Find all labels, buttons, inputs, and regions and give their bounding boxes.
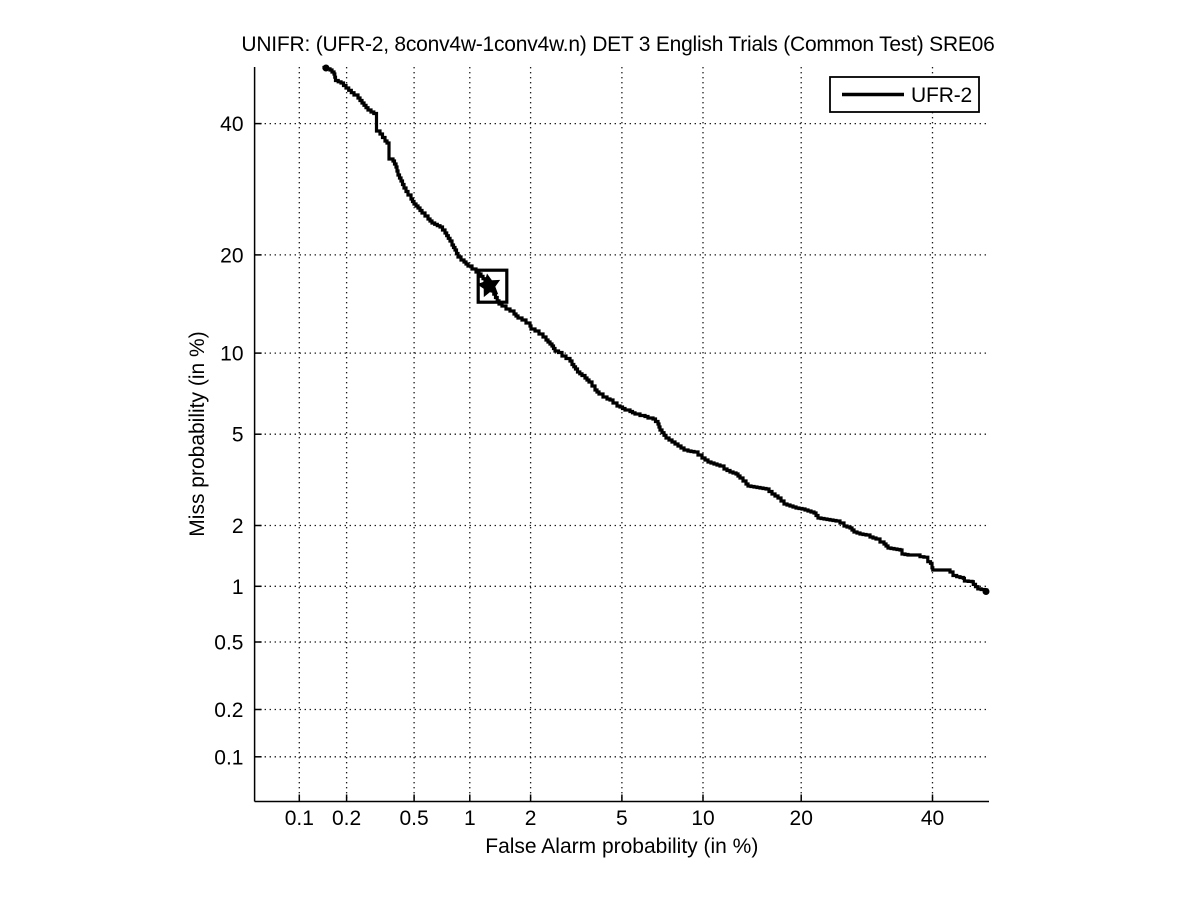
svg-text:2: 2 [525,807,537,830]
svg-text:UNIFR: (UFR-2, 8conv4w-1conv4w: UNIFR: (UFR-2, 8conv4w-1conv4w.n) DET 3 … [241,33,994,56]
svg-text:5: 5 [616,807,628,830]
svg-text:20: 20 [220,244,243,267]
svg-text:5: 5 [232,424,244,447]
svg-text:0.2: 0.2 [214,699,243,722]
svg-text:False Alarm probability (in %): False Alarm probability (in %) [485,835,758,858]
svg-text:40: 40 [220,113,243,136]
svg-text:1: 1 [232,576,244,599]
svg-text:0.5: 0.5 [214,632,243,655]
svg-text:0.2: 0.2 [332,807,361,830]
svg-text:10: 10 [691,807,714,830]
svg-text:20: 20 [790,807,813,830]
svg-text:UFR-2: UFR-2 [911,84,972,107]
svg-text:Miss probability (in %): Miss probability (in %) [186,331,209,536]
svg-text:0.1: 0.1 [285,807,314,830]
svg-text:1: 1 [464,807,476,830]
svg-text:0.5: 0.5 [399,807,428,830]
svg-text:40: 40 [921,807,944,830]
svg-text:0.1: 0.1 [214,746,243,769]
svg-text:2: 2 [232,515,244,538]
svg-text:10: 10 [220,343,243,366]
